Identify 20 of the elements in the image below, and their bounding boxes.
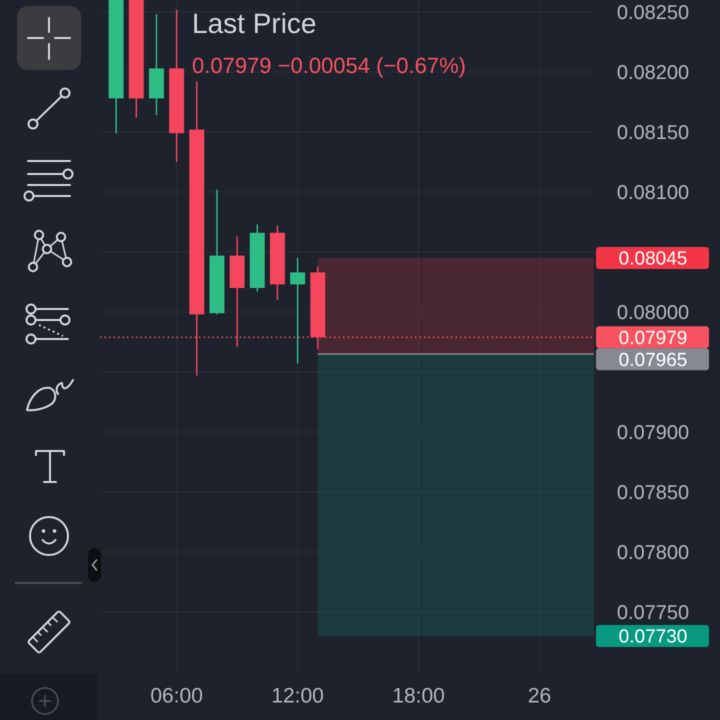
x-tick-label: 06:00: [150, 684, 203, 708]
text: 0.07979 −0.00054 (−0.67%): [192, 53, 466, 78]
y-tick-label: 0.08000: [616, 302, 690, 324]
x-tick-label: 12:00: [271, 684, 324, 708]
chart-title: Last Price: [192, 8, 316, 39]
y-tick-label: 0.08150: [616, 122, 690, 144]
band-label: 0.07730: [618, 626, 688, 648]
y-tick-label: 0.08250: [616, 2, 690, 24]
y-tick-label: 0.07900: [616, 422, 690, 444]
y-tick-label: 0.08200: [616, 62, 690, 84]
ref-line-label: 0.07965: [618, 350, 688, 371]
y-tick-label: 0.07800: [616, 542, 690, 564]
x-tick-label: 26: [528, 684, 552, 708]
x-tick-label: 18:00: [392, 684, 445, 708]
band-label: 0.08045: [618, 248, 688, 270]
y-tick-label: 0.07750: [616, 602, 690, 624]
candlestick: [290, 257, 306, 364]
y-tick-label: 0.08100: [616, 182, 690, 204]
y-tick-label: 0.07850: [616, 482, 690, 504]
ref-line-label: 0.07979: [618, 328, 688, 349]
